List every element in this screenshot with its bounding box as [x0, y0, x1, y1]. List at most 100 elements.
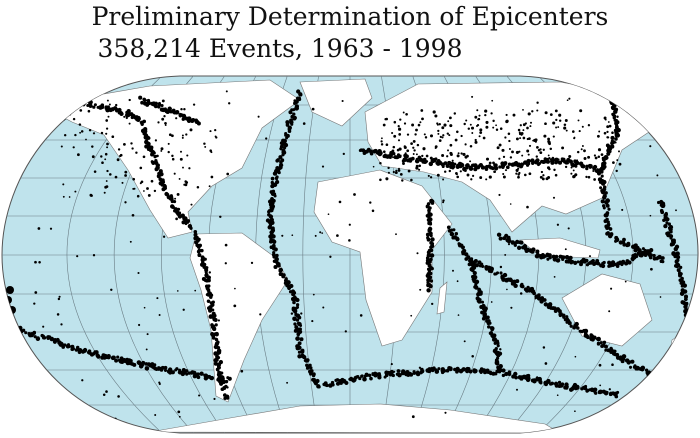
epicenter — [493, 170, 496, 174]
epicenter — [394, 171, 398, 175]
epicenter — [589, 333, 593, 337]
epicenter — [75, 345, 80, 350]
epicenter — [496, 146, 500, 150]
epicenter — [611, 112, 614, 116]
epicenter — [416, 252, 419, 255]
epicenter — [49, 336, 55, 342]
epicenter — [607, 121, 610, 123]
epicenter — [275, 158, 280, 163]
epicenter — [371, 372, 375, 375]
epicenter — [83, 98, 88, 103]
epicenter — [432, 110, 436, 114]
epicenter — [384, 155, 388, 159]
epicenter — [299, 324, 303, 327]
epicenter — [539, 151, 543, 155]
epicenter — [70, 344, 75, 349]
epicenter — [105, 390, 108, 393]
epicenter — [196, 375, 201, 380]
epicenter — [353, 193, 356, 196]
epicenter — [526, 149, 530, 153]
epicenter — [366, 147, 371, 152]
epicenter — [560, 157, 564, 161]
epicenter — [555, 159, 559, 163]
epicenter — [175, 117, 178, 120]
epicenter — [434, 145, 438, 149]
epicenter — [92, 254, 96, 257]
epicenter — [399, 154, 402, 157]
epicenter — [601, 261, 605, 266]
epicenter — [544, 362, 548, 365]
epicenter — [391, 149, 395, 153]
epicenter — [470, 268, 475, 273]
epicenter — [212, 318, 216, 322]
epicenter — [685, 317, 690, 322]
epicenter — [622, 242, 627, 247]
epicenter — [183, 107, 186, 111]
epicenter — [157, 121, 160, 124]
epicenter — [494, 360, 500, 366]
epicenter — [154, 104, 157, 107]
epicenter — [427, 275, 433, 280]
epicenter — [130, 142, 133, 145]
epicenter — [442, 178, 445, 181]
epicenter — [181, 134, 184, 137]
epicenter — [486, 321, 491, 326]
epicenter — [566, 99, 569, 102]
epicenter — [185, 181, 189, 184]
epicenter — [688, 322, 692, 327]
epicenter — [295, 297, 300, 303]
epicenter — [100, 103, 105, 108]
epicenter — [49, 227, 53, 230]
epicenter — [287, 285, 292, 290]
epicenter — [104, 158, 107, 161]
epicenter — [508, 139, 511, 143]
epicenter — [460, 134, 463, 138]
epicenter — [470, 126, 475, 130]
epicenter — [72, 117, 76, 121]
epicenter — [178, 415, 181, 418]
epicenter — [164, 124, 167, 126]
epicenter — [179, 157, 183, 161]
epicenter — [482, 308, 488, 313]
epicenter — [454, 231, 459, 236]
epicenter — [553, 309, 558, 313]
epicenter — [275, 253, 279, 258]
epicenter — [565, 129, 568, 132]
epicenter — [539, 381, 543, 385]
epicenter — [391, 131, 394, 135]
epicenter — [611, 363, 614, 366]
epicenter — [541, 177, 545, 181]
epicenter — [88, 128, 92, 132]
epicenter — [143, 190, 145, 192]
epicenter — [604, 344, 608, 349]
epicenter — [615, 169, 618, 173]
epicenter — [683, 297, 688, 302]
epicenter — [64, 98, 69, 103]
epicenter — [250, 261, 254, 265]
epicenter — [117, 148, 121, 151]
epicenter — [106, 146, 109, 149]
epicenter — [105, 127, 109, 130]
epicenter — [41, 335, 46, 340]
epicenter — [153, 363, 157, 367]
epicenter — [75, 100, 80, 106]
epicenter — [552, 196, 556, 199]
epicenter — [676, 268, 681, 273]
epicenter — [457, 152, 460, 155]
epicenter — [528, 144, 532, 147]
epicenter — [410, 178, 413, 182]
epicenter — [401, 179, 404, 182]
epicenter — [560, 255, 565, 260]
epicenter — [585, 175, 588, 179]
epicenter — [534, 159, 539, 163]
epicenter — [604, 191, 608, 195]
epicenter — [147, 136, 151, 140]
epicenter — [430, 242, 435, 246]
epicenter — [144, 144, 149, 149]
epicenter — [476, 125, 478, 127]
epicenter — [501, 148, 505, 152]
epicenter — [455, 172, 458, 175]
epicenter — [297, 96, 302, 101]
epicenter — [411, 415, 415, 419]
epicenter — [496, 341, 500, 345]
